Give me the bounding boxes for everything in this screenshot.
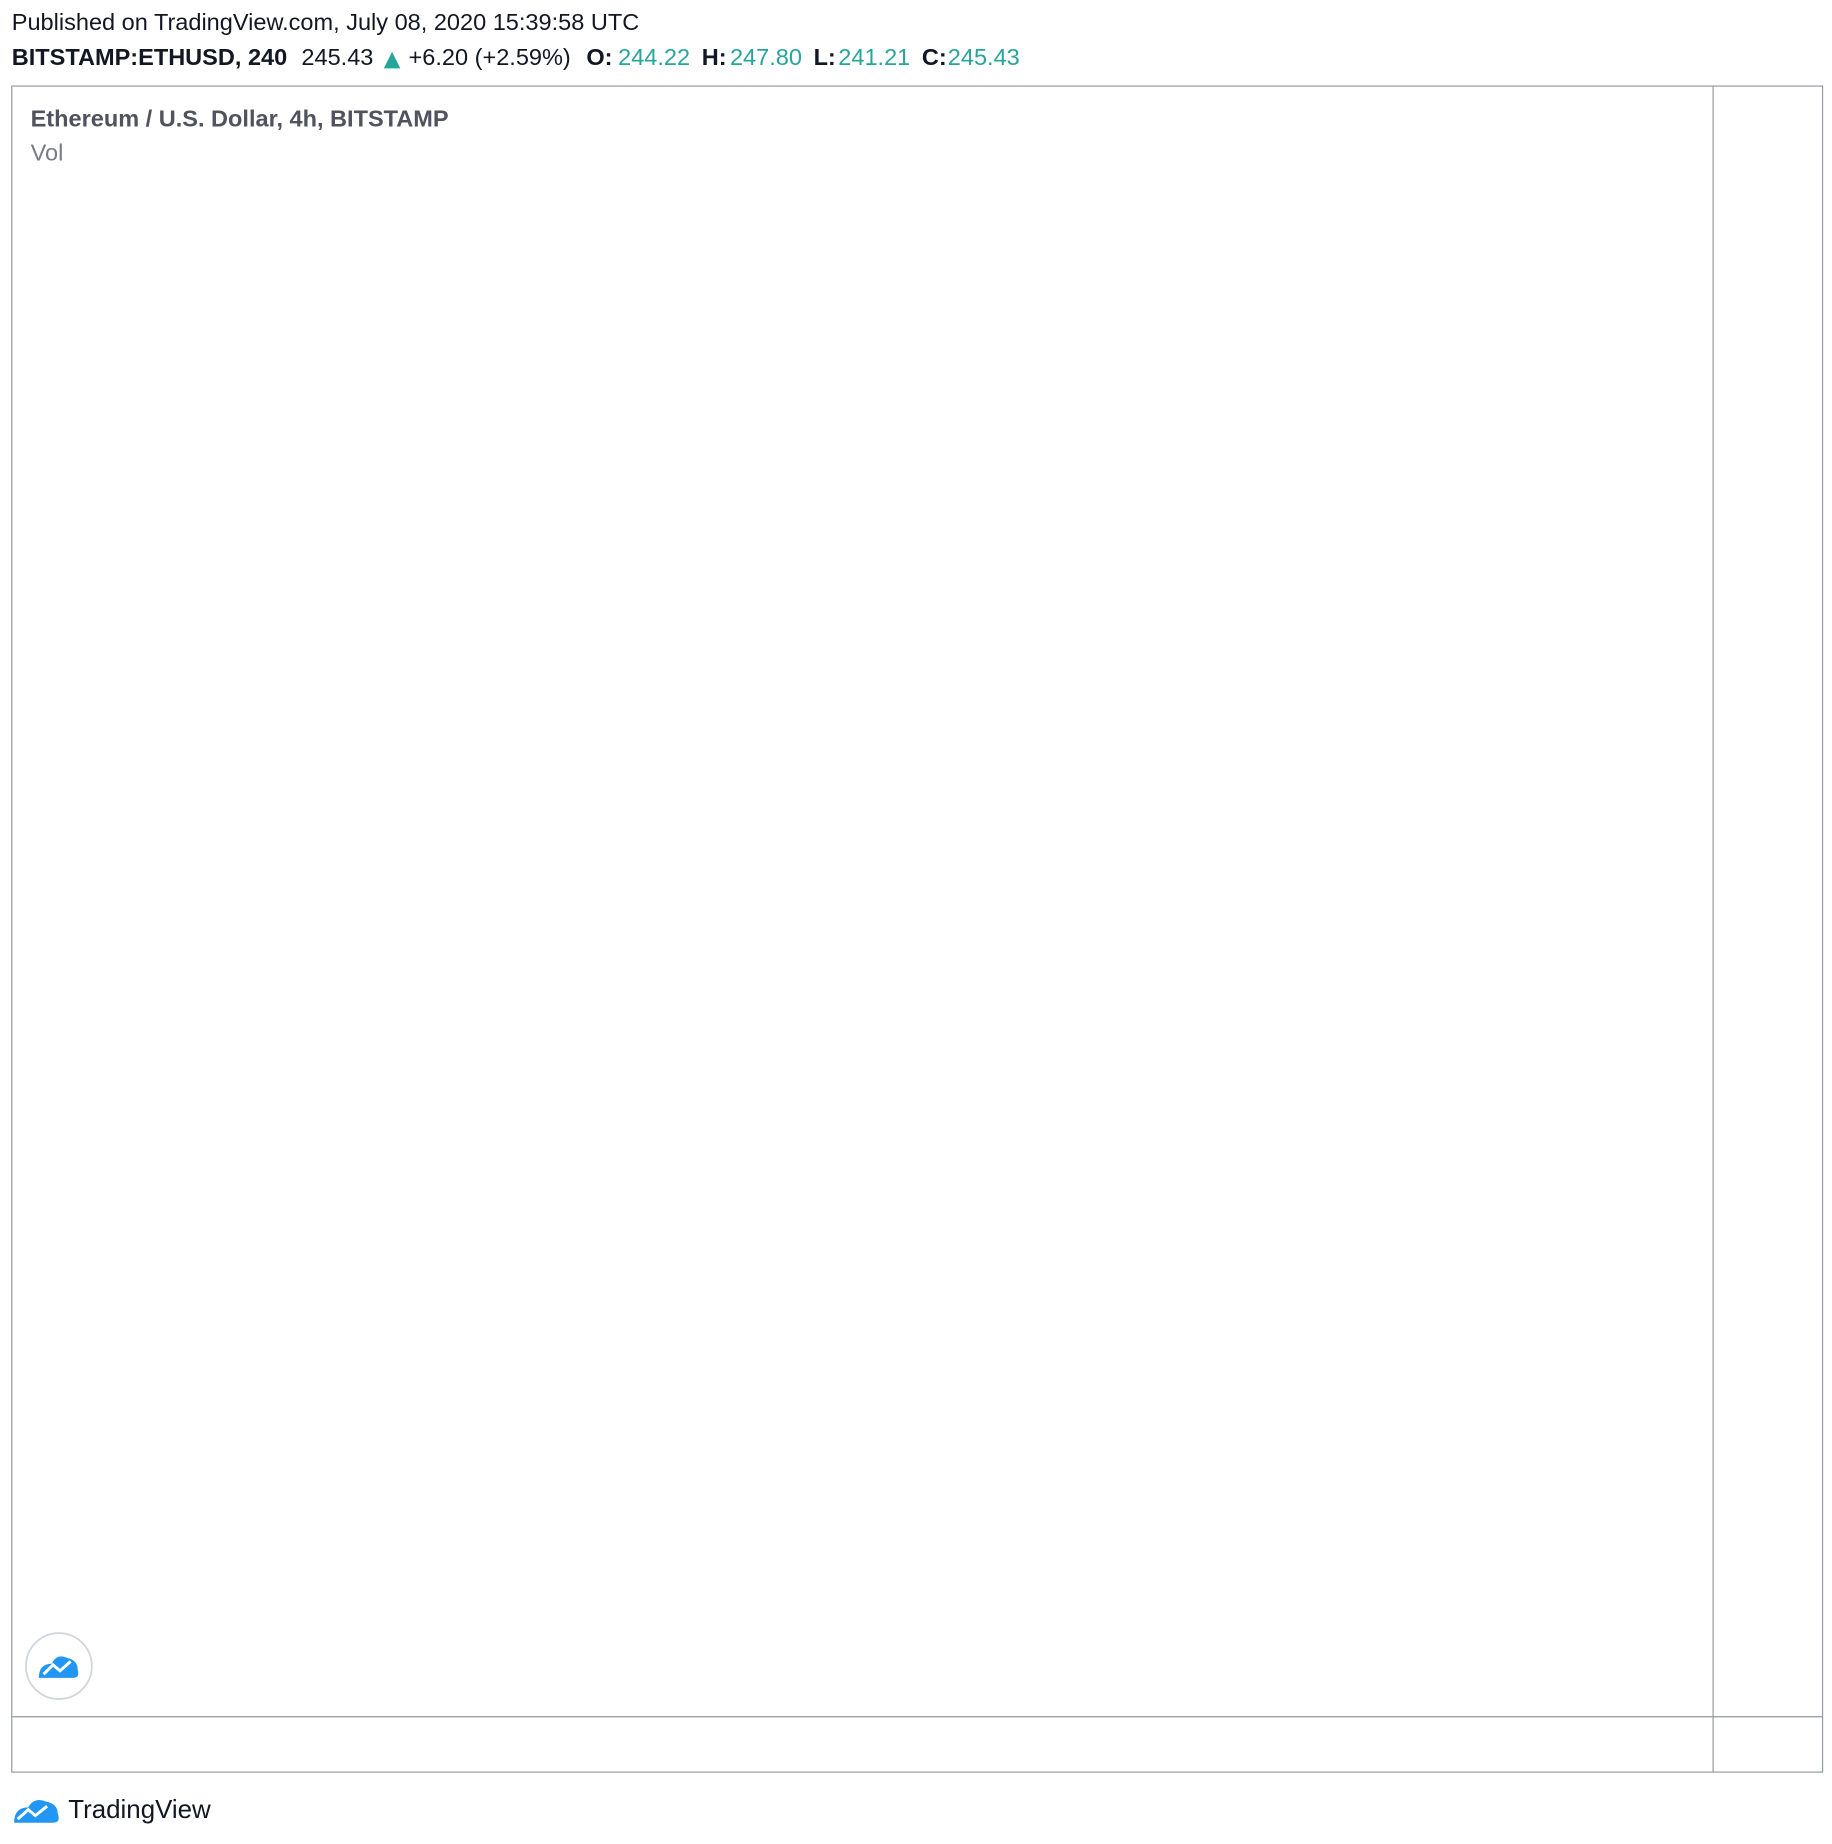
volume-title: Vol (31, 140, 64, 166)
symbol: BITSTAMP:ETHUSD, 240 (12, 44, 287, 70)
frame (11, 85, 1824, 1773)
ohlc-value: 245.43 (948, 44, 1020, 70)
footer-brand: TradingView (68, 1796, 211, 1824)
chart-title: Ethereum / U.S. Dollar, 4h, BITSTAMP (31, 105, 449, 131)
footer-cloud-line (16, 1805, 49, 1821)
ohlc-value: 241.21 (838, 44, 910, 70)
ohlc-key: H: (702, 44, 727, 70)
up-arrow (383, 51, 401, 69)
change: +6.20 (+2.59%) (409, 44, 571, 70)
logo-badge (25, 1632, 93, 1700)
published-line: Published on TradingView.com, July 08, 2… (12, 9, 639, 35)
ohlc-key: L: (814, 44, 836, 70)
ohlc-key: C: (922, 44, 947, 70)
ohlc-value: 244.22 (618, 44, 690, 70)
footer-cloud (14, 1800, 59, 1823)
ohlc-value: 247.80 (730, 44, 802, 70)
last-price: 245.43 (301, 44, 373, 70)
logo-line (42, 1660, 72, 1676)
footer-logo (14, 1800, 59, 1823)
ohlc-key: O: (586, 44, 612, 70)
